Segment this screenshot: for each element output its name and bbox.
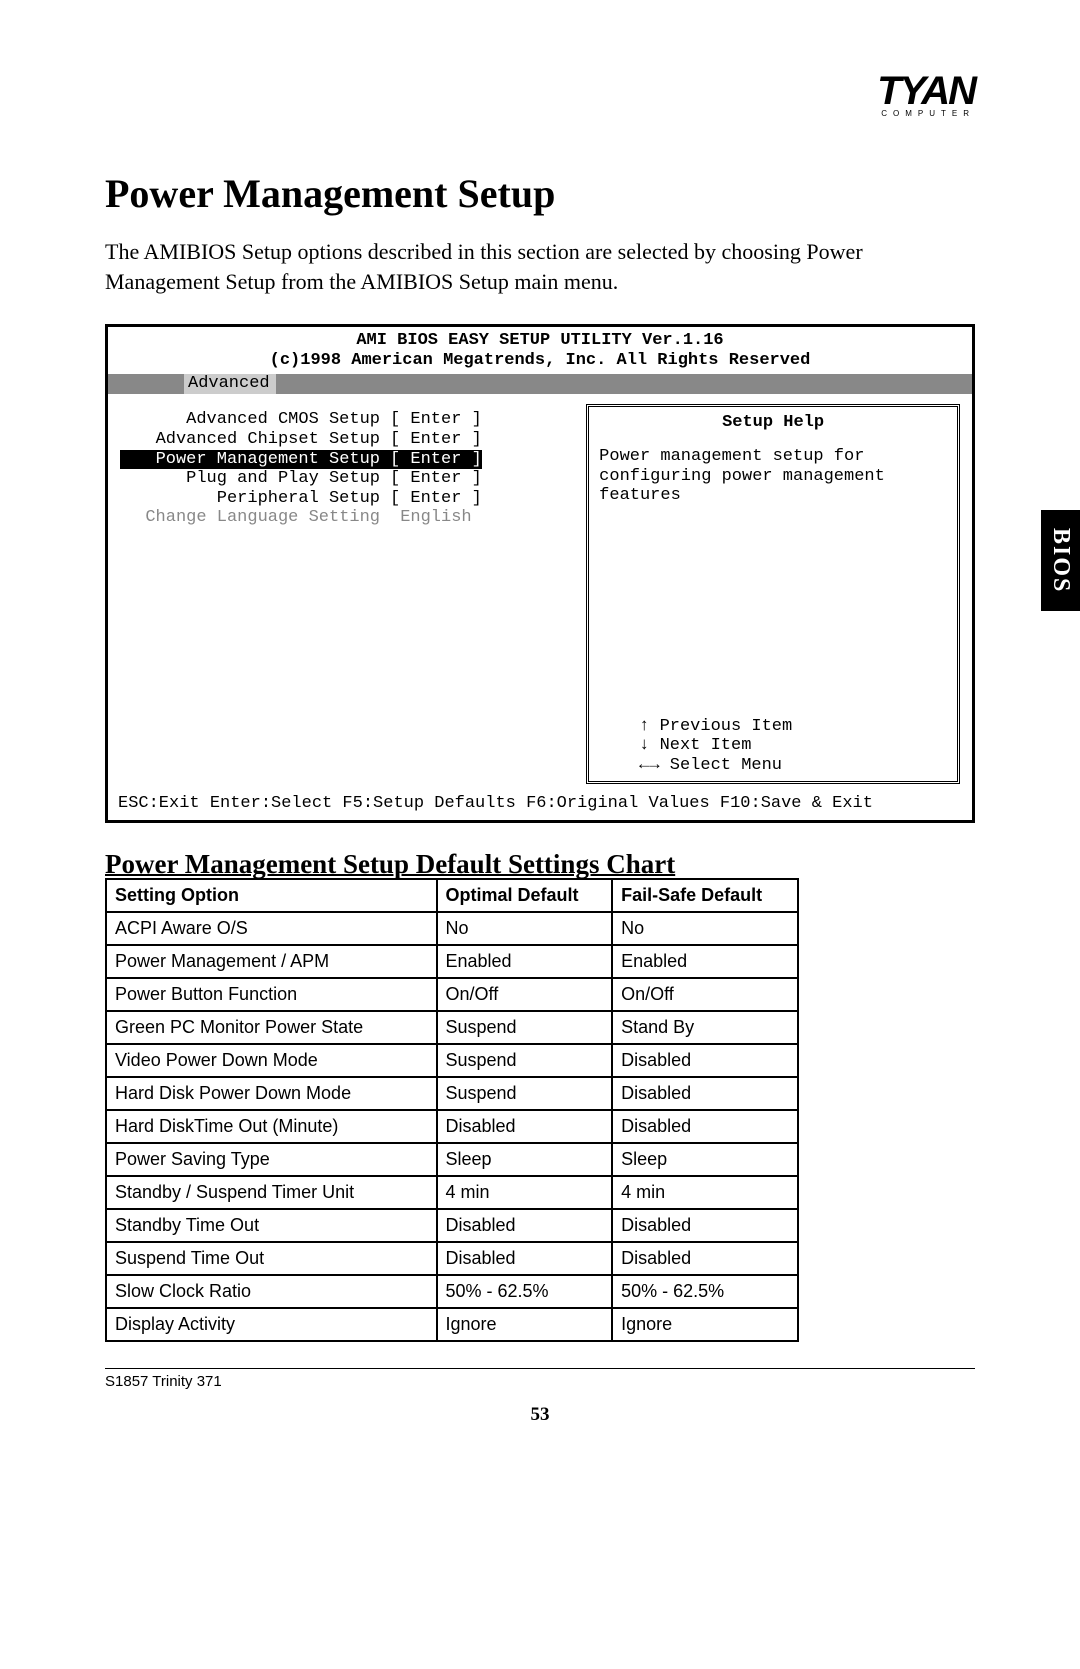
bios-menu-value: [ Enter ] <box>380 450 482 470</box>
table-row: Power Button FunctionOn/OffOn/Off <box>106 978 798 1011</box>
bios-menu-item[interactable]: Plug and Play Setup[ Enter ] <box>120 469 572 489</box>
table-cell: Disabled <box>437 1242 613 1275</box>
table-cell: Video Power Down Mode <box>106 1044 437 1077</box>
table-cell: Power Button Function <box>106 978 437 1011</box>
table-header-cell: Fail-Safe Default <box>612 879 798 912</box>
bios-tabbar: Advanced <box>108 374 972 394</box>
bios-screen: AMI BIOS EASY SETUP UTILITY Ver.1.16 (c)… <box>105 324 975 823</box>
table-cell: ACPI Aware O/S <box>106 912 437 945</box>
table-cell: Hard Disk Power Down Mode <box>106 1077 437 1110</box>
help-title: Setup Help <box>599 413 947 433</box>
table-row: Suspend Time OutDisabledDisabled <box>106 1242 798 1275</box>
table-cell: Disabled <box>612 1044 798 1077</box>
table-cell: Ignore <box>612 1308 798 1341</box>
chart-title: Power Management Setup Default Settings … <box>105 849 975 880</box>
bios-help-panel: Setup Help Power management setup for co… <box>586 404 960 784</box>
table-cell: Sleep <box>612 1143 798 1176</box>
bios-menu-list: Advanced CMOS Setup[ Enter ]Advanced Chi… <box>120 404 572 784</box>
brand-logo: TYAN COMPUTER <box>877 75 975 118</box>
table-cell: Green PC Monitor Power State <box>106 1011 437 1044</box>
table-cell: Disabled <box>612 1242 798 1275</box>
table-cell: Enabled <box>437 945 613 978</box>
bios-header: AMI BIOS EASY SETUP UTILITY Ver.1.16 <box>108 327 972 351</box>
intro-paragraph: The AMIBIOS Setup options described in t… <box>105 237 975 296</box>
bios-footer-keys: ESC:Exit Enter:Select F5:Setup Defaults … <box>108 788 972 820</box>
table-row: Green PC Monitor Power StateSuspendStand… <box>106 1011 798 1044</box>
table-row: Power Saving TypeSleepSleep <box>106 1143 798 1176</box>
settings-table: Setting OptionOptimal DefaultFail-Safe D… <box>105 878 799 1342</box>
table-cell: Disabled <box>437 1209 613 1242</box>
page-content: TYAN COMPUTER Power Management Setup The… <box>0 0 1080 1466</box>
table-cell: No <box>437 912 613 945</box>
bios-menu-item[interactable]: Advanced CMOS Setup[ Enter ] <box>120 410 572 430</box>
table-cell: Disabled <box>612 1077 798 1110</box>
help-text: Power management setup for configuring p… <box>599 447 947 506</box>
bios-menu-label: Power Management Setup <box>120 450 380 470</box>
table-row: Hard Disk Power Down ModeSuspendDisabled <box>106 1077 798 1110</box>
table-cell: Suspend <box>437 1044 613 1077</box>
table-row: Display ActivityIgnoreIgnore <box>106 1308 798 1341</box>
bios-menu-value: English <box>380 508 472 528</box>
table-cell: Display Activity <box>106 1308 437 1341</box>
page-number: 53 <box>105 1404 975 1426</box>
table-cell: 4 min <box>437 1176 613 1209</box>
logo-main-text: TYAN <box>877 75 975 107</box>
bios-menu-item[interactable]: Advanced Chipset Setup[ Enter ] <box>120 430 572 450</box>
bios-copyright: (c)1998 American Megatrends, Inc. All Ri… <box>108 351 972 371</box>
bios-menu-value: [ Enter ] <box>380 430 482 450</box>
table-cell: Suspend <box>437 1011 613 1044</box>
table-cell: Suspend <box>437 1077 613 1110</box>
nav-keys: ↑ Previous Item ↓ Next Item ←→ Select Me… <box>599 717 947 776</box>
table-cell: Power Management / APM <box>106 945 437 978</box>
table-header-cell: Optimal Default <box>437 879 613 912</box>
nav-prev: ↑ Previous Item <box>639 717 947 737</box>
table-cell: Stand By <box>612 1011 798 1044</box>
table-row: Standby / Suspend Timer Unit4 min4 min <box>106 1176 798 1209</box>
table-row: Video Power Down ModeSuspendDisabled <box>106 1044 798 1077</box>
table-row: Hard DiskTime Out (Minute)DisabledDisabl… <box>106 1110 798 1143</box>
table-header-cell: Setting Option <box>106 879 437 912</box>
table-cell: Disabled <box>612 1110 798 1143</box>
bios-menu-label: Plug and Play Setup <box>120 469 380 489</box>
bios-menu-item[interactable]: Change Language Setting English <box>120 508 572 528</box>
bios-menu-value: [ Enter ] <box>380 410 482 430</box>
table-cell: Sleep <box>437 1143 613 1176</box>
bios-menu-label: Change Language Setting <box>120 508 380 528</box>
table-cell: 50% - 62.5% <box>612 1275 798 1308</box>
table-cell: 4 min <box>612 1176 798 1209</box>
table-row: ACPI Aware O/SNoNo <box>106 912 798 945</box>
table-cell: On/Off <box>612 978 798 1011</box>
bios-menu-item[interactable]: Power Management Setup[ Enter ] <box>120 450 572 470</box>
table-cell: Suspend Time Out <box>106 1242 437 1275</box>
bios-menu-value: [ Enter ] <box>380 469 482 489</box>
table-cell: Standby / Suspend Timer Unit <box>106 1176 437 1209</box>
bios-tab-advanced[interactable]: Advanced <box>184 374 276 394</box>
table-cell: 50% - 62.5% <box>437 1275 613 1308</box>
table-row: Slow Clock Ratio50% - 62.5%50% - 62.5% <box>106 1275 798 1308</box>
footer-model: S1857 Trinity 371 <box>105 1368 975 1390</box>
logo-sub-text: COMPUTER <box>877 109 975 118</box>
table-row: Power Management / APMEnabledEnabled <box>106 945 798 978</box>
table-cell: Power Saving Type <box>106 1143 437 1176</box>
table-cell: Standby Time Out <box>106 1209 437 1242</box>
nav-next: ↓ Next Item <box>639 736 947 756</box>
table-row: Standby Time OutDisabledDisabled <box>106 1209 798 1242</box>
bios-menu-label: Peripheral Setup <box>120 489 380 509</box>
table-header-row: Setting OptionOptimal DefaultFail-Safe D… <box>106 879 798 912</box>
table-cell: Enabled <box>612 945 798 978</box>
bios-menu-label: Advanced Chipset Setup <box>120 430 380 450</box>
bios-menu-label: Advanced CMOS Setup <box>120 410 380 430</box>
bios-body: Advanced CMOS Setup[ Enter ]Advanced Chi… <box>108 394 972 788</box>
table-cell: Ignore <box>437 1308 613 1341</box>
bios-menu-item[interactable]: Peripheral Setup[ Enter ] <box>120 489 572 509</box>
table-cell: Slow Clock Ratio <box>106 1275 437 1308</box>
table-cell: No <box>612 912 798 945</box>
bios-menu-value: [ Enter ] <box>380 489 482 509</box>
table-cell: Disabled <box>437 1110 613 1143</box>
page-title: Power Management Setup <box>105 170 975 217</box>
table-cell: Disabled <box>612 1209 798 1242</box>
nav-select: ←→ Select Menu <box>639 756 947 776</box>
table-cell: On/Off <box>437 978 613 1011</box>
table-cell: Hard DiskTime Out (Minute) <box>106 1110 437 1143</box>
